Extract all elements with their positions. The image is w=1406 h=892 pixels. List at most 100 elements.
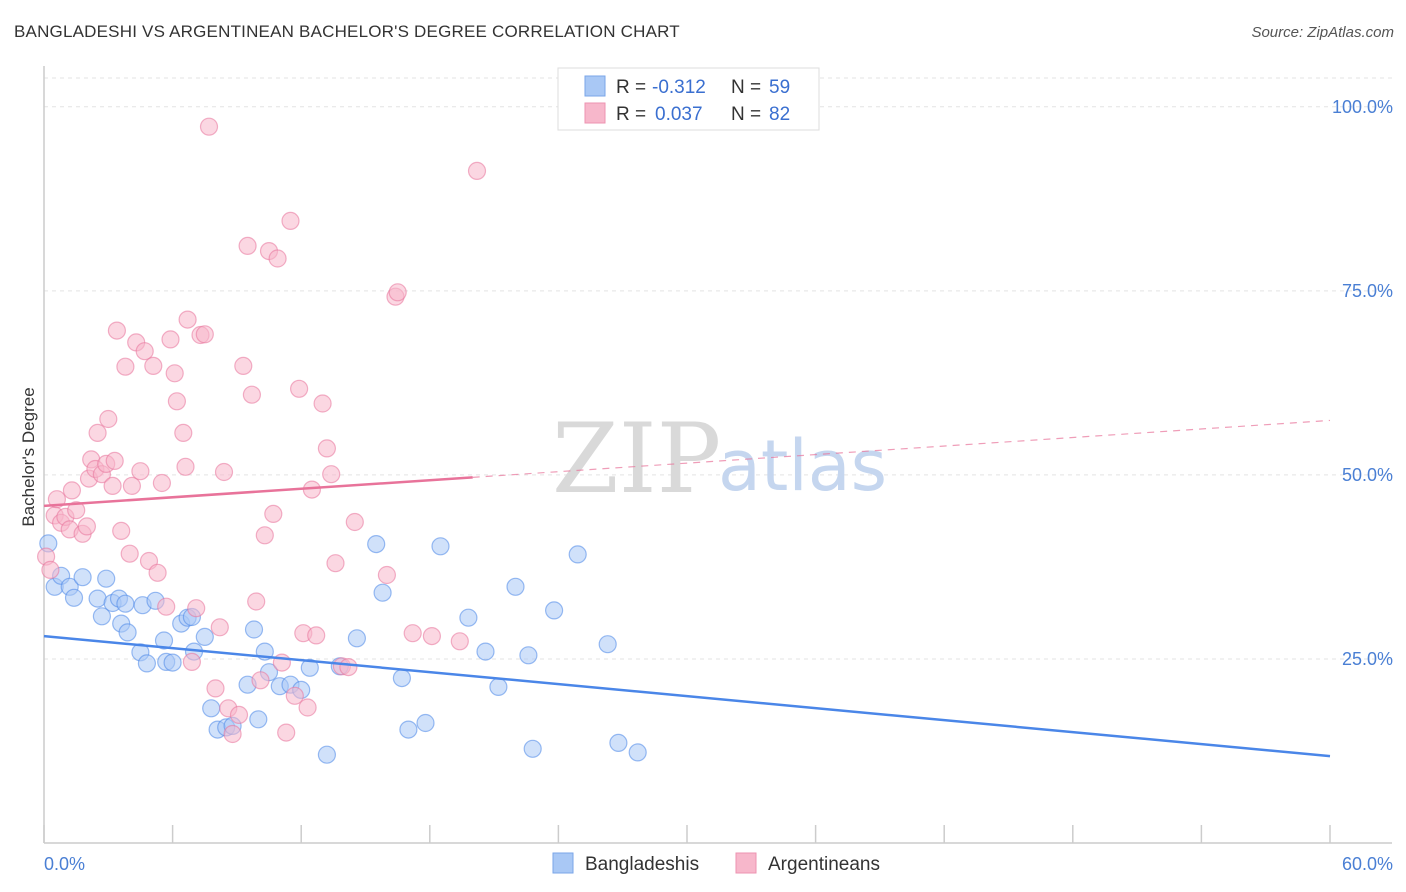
point-argentineans: [403, 624, 422, 643]
point-argentineans: [152, 473, 171, 493]
point-argentineans: [210, 618, 229, 637]
point-bangladeshis: [244, 620, 264, 639]
point-argentineans: [242, 385, 261, 404]
point-bangladeshis: [416, 713, 435, 733]
legend-label-bangladeshis: Bangladeshis: [585, 854, 699, 875]
point-argentineans: [174, 423, 193, 442]
stats-legend: R = -0.312 N = 59 R = 0.037 N = 82: [557, 67, 820, 131]
point-bangladeshis: [519, 646, 538, 665]
legend-swatch-bangladeshis: [552, 852, 574, 874]
point-argentineans: [317, 439, 336, 458]
point-argentineans: [229, 705, 249, 725]
point-argentineans: [195, 325, 214, 344]
x-tick-label: 0.0%: [44, 854, 85, 874]
point-bangladeshis: [88, 589, 107, 608]
axes: [43, 66, 1392, 844]
point-argentineans: [176, 457, 195, 476]
point-argentineans: [187, 599, 206, 618]
point-bangladeshis: [249, 710, 268, 729]
legend-n-label: N =: [731, 77, 761, 98]
y-axis-label: Bachelor's Degree: [19, 387, 38, 526]
point-argentineans: [339, 657, 358, 677]
watermark-zip: ZIP: [552, 403, 721, 515]
point-argentineans: [206, 679, 225, 698]
legend-r-value-bangladeshis: -0.312: [652, 77, 706, 98]
point-argentineans: [277, 723, 296, 742]
point-argentineans: [377, 565, 396, 585]
y-tick-label: 75.0%: [1342, 281, 1393, 301]
point-argentineans: [388, 283, 407, 302]
point-argentineans: [255, 526, 274, 545]
point-argentineans: [165, 364, 184, 383]
point-argentineans: [112, 521, 131, 541]
legend-swatch-bangladeshis: [584, 75, 606, 97]
point-bangladeshis: [73, 568, 92, 587]
legend-r-label: R =: [616, 104, 646, 125]
point-argentineans: [107, 321, 127, 340]
point-argentineans: [268, 249, 287, 268]
point-bangladeshis: [628, 743, 647, 762]
point-bangladeshis: [163, 653, 182, 672]
point-bangladeshis: [373, 583, 392, 602]
point-argentineans: [116, 357, 135, 376]
point-argentineans: [251, 671, 270, 690]
point-bangladeshis: [392, 668, 411, 688]
point-argentineans: [105, 451, 124, 470]
point-bangladeshis: [118, 623, 137, 642]
point-bangladeshis: [116, 594, 135, 613]
point-bangladeshis: [195, 627, 214, 647]
series-legend: Bangladeshis Argentineans: [552, 852, 880, 875]
point-bangladeshis: [523, 739, 542, 758]
trend-line-bangladeshis: [43, 634, 1331, 758]
point-bangladeshis: [64, 588, 84, 607]
point-bangladeshis: [367, 534, 386, 554]
legend-label-argentineans: Argentineans: [768, 854, 880, 875]
point-bangladeshis: [137, 654, 156, 673]
point-argentineans: [467, 161, 487, 180]
trend-lines: [43, 419, 1331, 758]
point-bangladeshis: [154, 631, 174, 650]
tick-labels: 25.0% 50.0% 75.0% 100.0% 0.0% 60.0%: [44, 97, 1393, 874]
legend-r-label: R =: [616, 77, 646, 98]
y-tick-label: 50.0%: [1342, 465, 1393, 485]
chart-title: BANGLADESHI VS ARGENTINEAN BACHELOR'S DE…: [14, 22, 680, 41]
point-argentineans: [238, 236, 257, 255]
point-bangladeshis: [506, 577, 525, 596]
point-argentineans: [450, 632, 469, 651]
x-tick-label: 60.0%: [1342, 854, 1393, 874]
chart-source: Source: ZipAtlas.com: [1251, 24, 1394, 41]
point-argentineans: [307, 626, 326, 645]
point-bangladeshis: [347, 629, 366, 648]
trend-line-argentineans: [43, 476, 473, 508]
legend-n-label: N =: [731, 104, 761, 125]
point-argentineans: [99, 409, 118, 429]
legend-swatch-argentineans: [735, 852, 757, 874]
point-bangladeshis: [92, 607, 112, 626]
point-bangladeshis: [300, 658, 319, 677]
point-argentineans: [234, 356, 253, 375]
trend-line-argentineans-dashed: [472, 419, 1331, 478]
point-argentineans: [157, 597, 176, 616]
point-argentineans: [290, 379, 309, 398]
point-bangladeshis: [598, 635, 617, 654]
y-tick-label: 25.0%: [1342, 649, 1393, 669]
point-argentineans: [199, 117, 219, 136]
point-argentineans: [281, 211, 300, 230]
point-argentineans: [167, 392, 186, 411]
point-bangladeshis: [459, 608, 478, 627]
legend-r-value-argentineans: 0.037: [655, 104, 703, 125]
point-argentineans: [326, 554, 345, 573]
point-bangladeshis: [568, 545, 587, 564]
point-argentineans: [88, 423, 107, 442]
point-argentineans: [122, 476, 141, 495]
watermark: ZIP atlas: [552, 403, 887, 515]
point-argentineans: [148, 563, 167, 582]
data-points: [36, 117, 647, 764]
point-argentineans: [345, 512, 364, 532]
point-argentineans: [313, 394, 332, 413]
legend-swatch-argentineans: [584, 102, 606, 124]
point-bangladeshis: [317, 745, 336, 764]
point-bangladeshis: [544, 601, 564, 620]
point-bangladeshis: [476, 642, 495, 661]
